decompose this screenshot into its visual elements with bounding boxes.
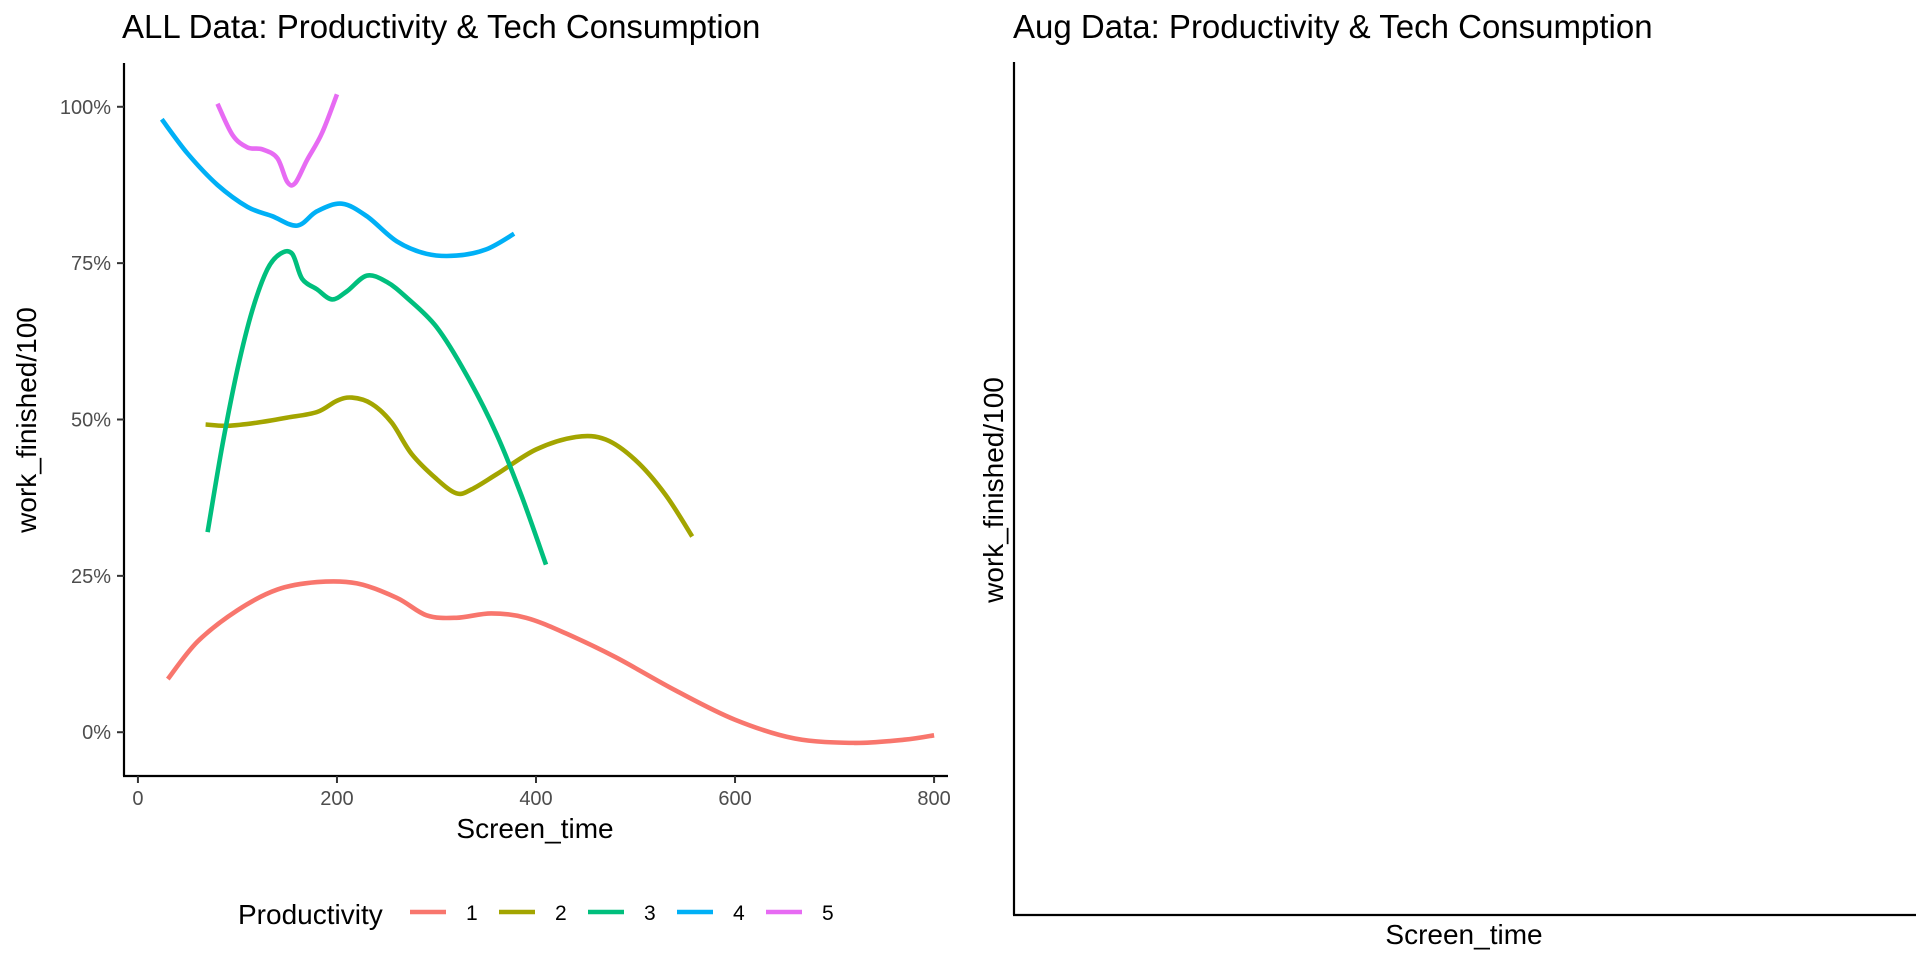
series-line-productivity-5: [215, 93, 340, 188]
x-ticks: 0 200 400 600 800: [132, 776, 951, 810]
legend-label-3: 3: [644, 902, 656, 925]
y-tick-label: 50%: [71, 410, 111, 432]
x-tick-label: 0: [132, 788, 143, 810]
legend-label-4: 4: [733, 902, 745, 925]
y-tick-label: 25%: [71, 566, 111, 588]
y-tick-label: 100%: [60, 97, 111, 119]
series-line-productivity-4: [159, 117, 516, 259]
y-axis-title: work_finished/100: [978, 377, 1009, 604]
legend: Productivity 1 2 3 4 5: [238, 899, 834, 930]
series-line-productivity-3: [205, 248, 549, 566]
y-ticks: 0% 25% 50% 75% 100%: [60, 97, 124, 744]
legend-items: 1 2 3 4 5: [410, 902, 834, 925]
chart-all-data: ALL Data: Productivity & Tech Consumptio…: [11, 8, 951, 844]
legend-label-5: 5: [822, 902, 834, 925]
x-tick-label: 400: [519, 788, 552, 810]
y-tick-label: 0%: [82, 722, 111, 744]
y-tick-label: 75%: [71, 253, 111, 275]
x-axis-title: Screen_time: [1385, 919, 1542, 950]
legend-label-2: 2: [555, 902, 567, 925]
x-axis-title: Screen_time: [456, 813, 613, 844]
legend-label-1: 1: [466, 902, 478, 925]
x-tick-label: 600: [718, 788, 751, 810]
series-line-productivity-2: [205, 395, 695, 538]
x-tick-label: 800: [917, 788, 950, 810]
chart-aug-data: Aug Data: Productivity & Tech Consumptio…: [978, 8, 1916, 950]
series-layer: [159, 93, 935, 746]
y-axis-title: work_finished/100: [11, 307, 42, 534]
series-line-productivity-1: [165, 579, 935, 746]
x-tick-label: 200: [320, 788, 353, 810]
chart-title: ALL Data: Productivity & Tech Consumptio…: [122, 8, 760, 45]
legend-title: Productivity: [238, 899, 383, 930]
chart-title: Aug Data: Productivity & Tech Consumptio…: [1013, 8, 1653, 45]
